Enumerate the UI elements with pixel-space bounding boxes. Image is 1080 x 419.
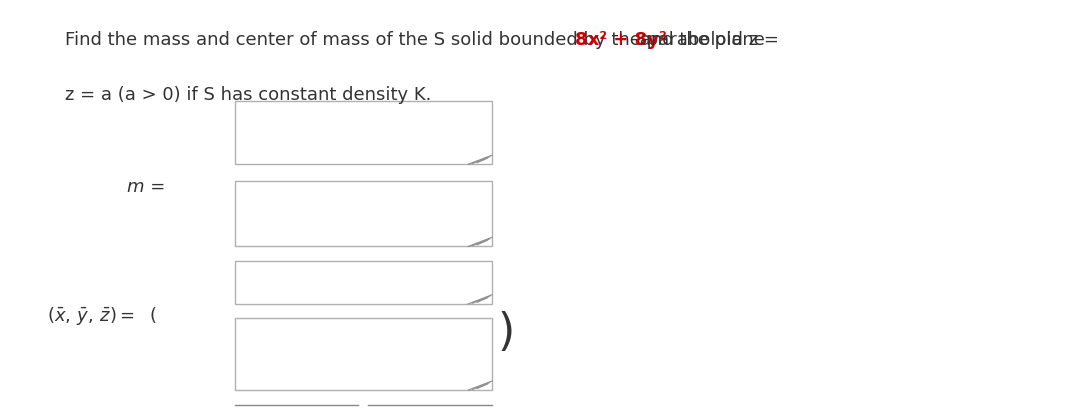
FancyBboxPatch shape — [234, 101, 491, 164]
FancyBboxPatch shape — [234, 181, 491, 246]
FancyBboxPatch shape — [234, 261, 491, 304]
Text: Find the mass and center of mass of the S solid bounded by the paraboloid z =: Find the mass and center of mass of the … — [65, 31, 785, 49]
FancyBboxPatch shape — [234, 318, 491, 390]
Text: $\left(\bar{x},\,\bar{y},\,\bar{z}\right) =$  (: $\left(\bar{x},\,\bar{y},\,\bar{z}\right… — [48, 305, 158, 327]
Text: 8x² + 8y²: 8x² + 8y² — [576, 31, 667, 49]
Text: z = a (a > 0) if S has constant density K.: z = a (a > 0) if S has constant density … — [65, 86, 432, 104]
Text: m =: m = — [127, 178, 166, 196]
Text: and the plane: and the plane — [634, 31, 765, 49]
Text: ): ) — [497, 311, 514, 354]
